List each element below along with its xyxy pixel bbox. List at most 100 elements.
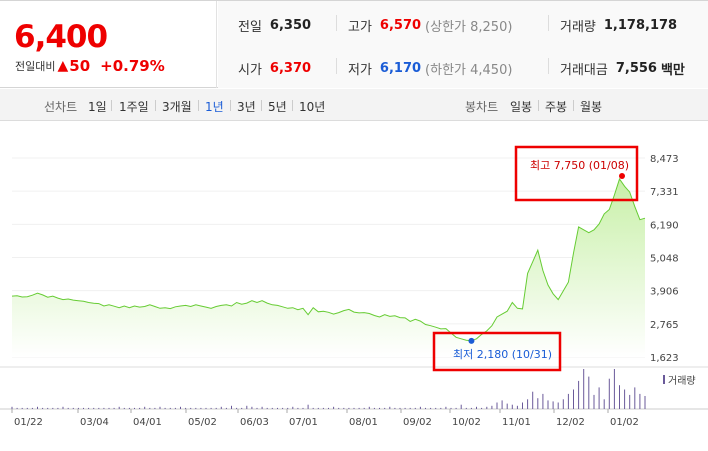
period-1y[interactable]: 1년 (205, 100, 224, 114)
candle-daily[interactable]: 일봉 (510, 100, 533, 114)
volume-bar (639, 393, 641, 409)
volume-bar (511, 404, 513, 409)
price-summary: 6,400 전일대비 ▲ 50 +0.79% 전일 6,350 고가 6,570… (0, 0, 708, 88)
volume-bar (144, 406, 146, 409)
x-tick-label: 10/02 (452, 417, 481, 428)
candle-monthly[interactable]: 월봉 (580, 100, 603, 114)
volume-bar (185, 407, 187, 409)
volume-bar (302, 407, 304, 409)
volume-bar (496, 402, 498, 409)
low-cell: 저가 6,170 (하한가 4,450) (348, 47, 512, 90)
current-price-box: 6,400 전일대비 ▲ 50 +0.79% (0, 1, 217, 88)
volume-bar (317, 407, 319, 409)
volume-bar (57, 407, 59, 409)
volume-bar (624, 389, 626, 409)
volume-bar (578, 380, 580, 409)
volume-bar (379, 407, 380, 409)
volume-bar (414, 407, 416, 409)
volume-bar (72, 407, 74, 409)
volume-bar (128, 407, 130, 409)
volume-bar (154, 407, 156, 409)
volume-bar (573, 389, 574, 409)
volume-bar (118, 406, 120, 409)
x-tick-label: 03/04 (80, 417, 109, 428)
period-1d[interactable]: 1일 (88, 100, 107, 114)
amount-value: 7,556 (615, 61, 657, 76)
volume-bar (88, 407, 90, 409)
period-5y[interactable]: 5년 (268, 100, 287, 114)
volume-bar (634, 387, 636, 409)
lower-limit: (하한가 4,450) (425, 63, 513, 78)
volume-bar (292, 406, 294, 409)
volume-bar (31, 407, 33, 409)
volume-bar (542, 393, 544, 409)
volume-bar (368, 406, 370, 409)
volume-bar (139, 407, 141, 409)
volume-bar (450, 407, 452, 409)
volume-bar (343, 407, 345, 409)
y-tick-label: 2,765 (650, 320, 679, 331)
volume-bar (256, 407, 258, 409)
prev-close-cell: 전일 6,350 (238, 4, 311, 47)
volume-bar (169, 407, 171, 409)
volume-bar (445, 406, 447, 409)
x-tick-label: 04/01 (133, 417, 162, 428)
volume-bar (93, 407, 95, 409)
volume-bar (103, 407, 105, 409)
period-10y[interactable]: 10년 (299, 100, 326, 114)
volume-bar (174, 407, 176, 409)
volume-bar (425, 407, 426, 409)
volume-bar (455, 407, 457, 409)
volume-bar (261, 406, 263, 409)
volume-bar (435, 407, 437, 409)
high-value: 6,570 (379, 18, 422, 33)
volume-bar (215, 407, 217, 409)
volume-bar (271, 407, 273, 409)
current-price: 6,400 (14, 19, 108, 55)
y-tick-label: 1,623 (650, 353, 679, 364)
volume-bar (348, 407, 350, 409)
volume-bar (399, 407, 401, 409)
x-tick-label: 01/22 (14, 417, 43, 428)
min-annotation-box (432, 331, 562, 372)
period-3y[interactable]: 3년 (237, 100, 256, 114)
open-value: 6,370 (269, 61, 312, 76)
volume-bar (231, 405, 232, 409)
period-3m[interactable]: 3개월 (162, 100, 192, 114)
volume-bar (491, 405, 493, 409)
volume-bar (358, 407, 360, 409)
price-area (12, 179, 645, 357)
volume-legend-swatch (663, 375, 665, 384)
volume-bar (123, 407, 125, 409)
volume-bar (37, 406, 38, 409)
volume-bar (108, 407, 110, 409)
x-tick-label: 05/02 (188, 417, 217, 428)
volume-bar (83, 407, 84, 409)
volume-bar (440, 407, 442, 409)
min-point (468, 337, 475, 344)
volume-bar (583, 369, 585, 409)
volume-bar (338, 407, 340, 409)
volume-bar (404, 407, 406, 409)
open-cell: 시가 6,370 (238, 47, 311, 90)
volume-bar (598, 387, 600, 409)
period-1w[interactable]: 1주일 (119, 100, 149, 114)
volume-bar (593, 394, 595, 409)
x-tick-label: 06/03 (240, 417, 269, 428)
volume-bar (200, 407, 202, 409)
volume-bar (225, 407, 227, 409)
volume-bar (77, 407, 79, 409)
volume-bar (333, 406, 335, 409)
volume-bar (547, 400, 549, 409)
candle-weekly[interactable]: 주봉 (545, 100, 568, 114)
volume-bar (644, 396, 646, 409)
x-tick-label: 07/01 (289, 417, 318, 428)
x-tick-label: 11/01 (502, 417, 531, 428)
volume-bar (527, 399, 529, 409)
volume-bar (67, 407, 69, 409)
volume-bar (312, 407, 314, 409)
low-value: 6,170 (379, 61, 422, 76)
change-percent: +0.79% (100, 57, 165, 75)
open-label: 시가 (238, 63, 262, 78)
volume-bar (47, 407, 49, 409)
